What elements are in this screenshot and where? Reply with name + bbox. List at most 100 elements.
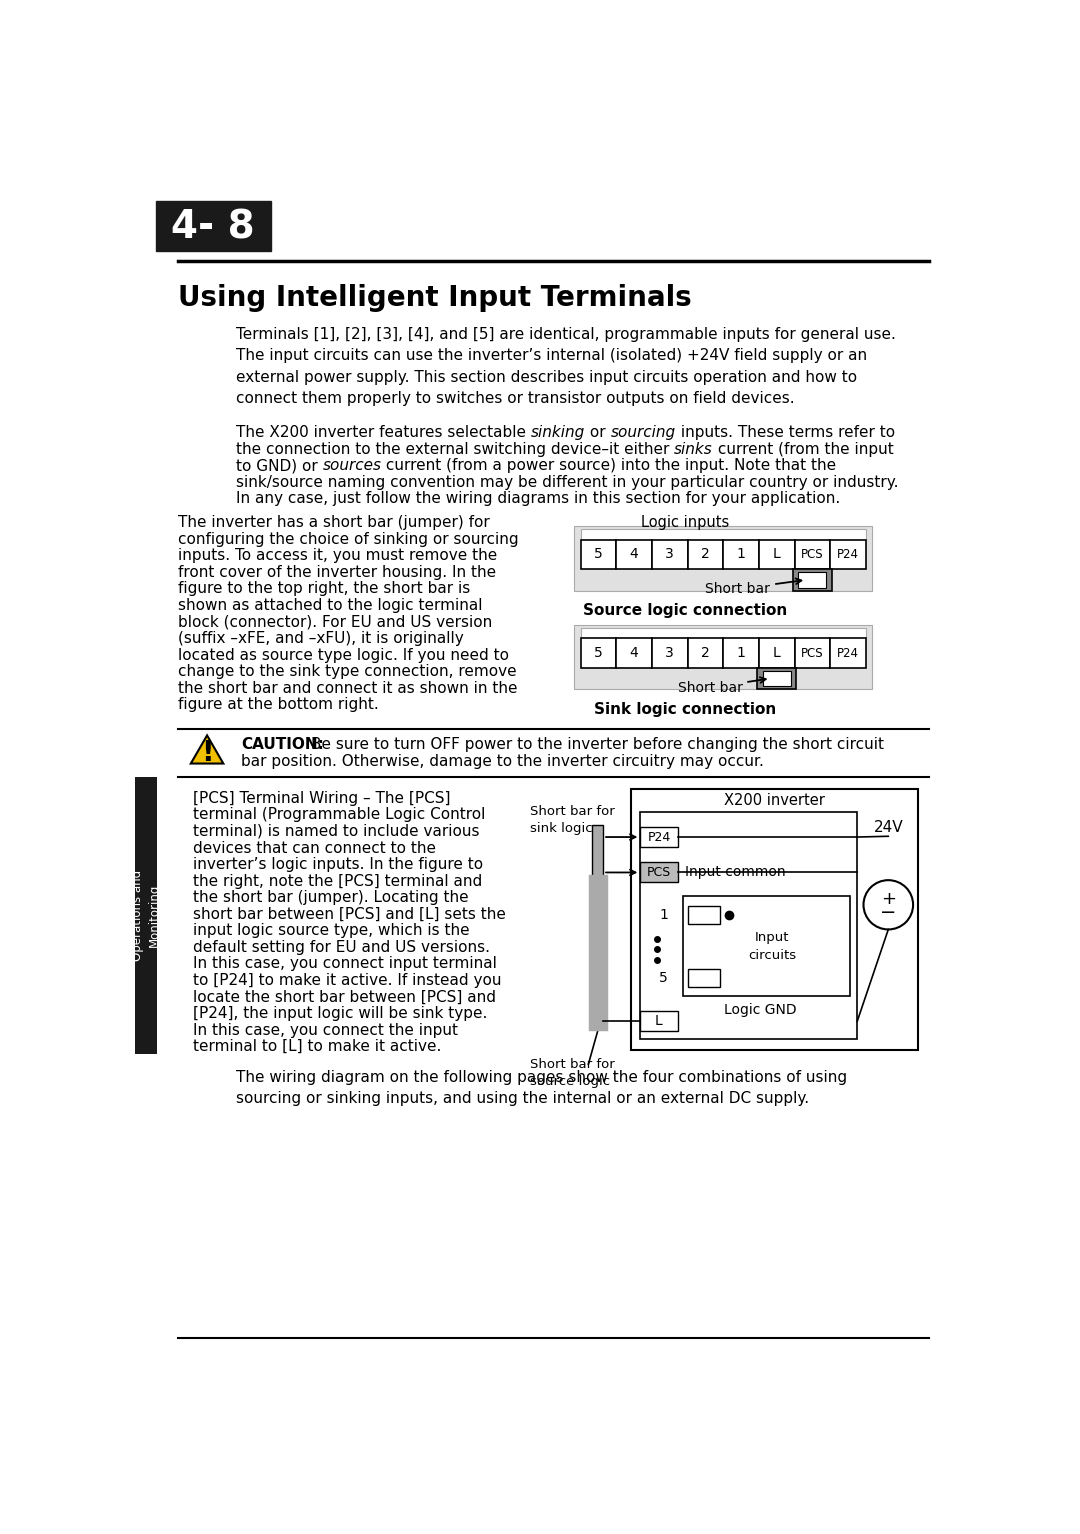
Text: 3: 3 bbox=[665, 548, 674, 561]
Text: 4- 8: 4- 8 bbox=[172, 209, 255, 247]
Text: 3: 3 bbox=[665, 646, 674, 660]
Text: L: L bbox=[773, 646, 781, 660]
Text: shown as attached to the logic terminal: shown as attached to the logic terminal bbox=[177, 598, 482, 614]
Text: Short bar for
source logic: Short bar for source logic bbox=[530, 1058, 615, 1088]
Text: figure at the bottom right.: figure at the bottom right. bbox=[177, 698, 378, 712]
Bar bbox=[683, 896, 850, 997]
Text: Input common: Input common bbox=[685, 865, 786, 879]
Text: The inverter has a short bar (jumper) for: The inverter has a short bar (jumper) fo… bbox=[177, 515, 489, 531]
Text: 5: 5 bbox=[594, 548, 603, 561]
Bar bbox=[581, 627, 866, 638]
Text: Sink logic connection: Sink logic connection bbox=[594, 701, 777, 716]
Text: Operations and
Monitoring: Operations and Monitoring bbox=[131, 870, 161, 962]
Text: to [P24] to make it active. If instead you: to [P24] to make it active. If instead y… bbox=[193, 973, 501, 988]
Text: 24V: 24V bbox=[874, 819, 903, 834]
Text: terminal (Programmable Logic Control: terminal (Programmable Logic Control bbox=[193, 807, 486, 822]
Text: 5: 5 bbox=[659, 971, 667, 985]
Bar bbox=[631, 788, 918, 1051]
Text: to GND) or: to GND) or bbox=[235, 459, 322, 472]
Bar bbox=[759, 638, 795, 667]
Bar bbox=[640, 862, 677, 882]
Text: block (connector). For EU and US version: block (connector). For EU and US version bbox=[177, 615, 491, 629]
Text: Using Intelligent Input Terminals: Using Intelligent Input Terminals bbox=[177, 284, 691, 313]
Bar bbox=[135, 778, 157, 1054]
Text: terminal) is named to include various: terminal) is named to include various bbox=[193, 824, 480, 839]
Text: 1: 1 bbox=[737, 646, 745, 660]
Circle shape bbox=[864, 881, 913, 930]
Text: In any case, just follow the wiring diagrams in this section for your applicatio: In any case, just follow the wiring diag… bbox=[235, 491, 840, 506]
Text: Input
circuits: Input circuits bbox=[748, 931, 797, 962]
Text: inputs. These terms refer to: inputs. These terms refer to bbox=[675, 425, 894, 440]
Text: terminal to [L] to make it active.: terminal to [L] to make it active. bbox=[193, 1039, 442, 1054]
Bar bbox=[156, 201, 271, 252]
Text: In this case, you connect input terminal: In this case, you connect input terminal bbox=[193, 956, 497, 971]
Text: L: L bbox=[656, 1014, 663, 1028]
Bar bbox=[831, 540, 866, 569]
Bar bbox=[640, 1011, 677, 1031]
Polygon shape bbox=[191, 735, 224, 764]
Bar bbox=[798, 572, 826, 588]
Text: 1: 1 bbox=[737, 548, 745, 561]
Text: +: + bbox=[881, 890, 895, 908]
Text: 4: 4 bbox=[630, 646, 638, 660]
Text: inputs. To access it, you must remove the: inputs. To access it, you must remove th… bbox=[177, 548, 497, 563]
Text: [P24], the input logic will be sink type.: [P24], the input logic will be sink type… bbox=[193, 1006, 487, 1022]
Text: −: − bbox=[880, 904, 896, 922]
Bar bbox=[688, 540, 724, 569]
Bar bbox=[617, 540, 652, 569]
Text: The wiring diagram on the following pages show the four combinations of using
so: The wiring diagram on the following page… bbox=[235, 1069, 847, 1106]
Bar bbox=[575, 624, 872, 689]
Bar bbox=[592, 825, 603, 884]
Bar bbox=[688, 638, 724, 667]
Text: 1: 1 bbox=[659, 908, 669, 922]
Text: front cover of the inverter housing. In the: front cover of the inverter housing. In … bbox=[177, 565, 496, 580]
Text: the right, note the [PCS] terminal and: the right, note the [PCS] terminal and bbox=[193, 874, 483, 888]
Text: PCS: PCS bbox=[801, 548, 824, 561]
Bar bbox=[795, 540, 831, 569]
Text: Source logic connection: Source logic connection bbox=[583, 603, 787, 618]
Text: 4: 4 bbox=[630, 548, 638, 561]
Text: locate the short bar between [PCS] and: locate the short bar between [PCS] and bbox=[193, 989, 496, 1005]
Bar bbox=[762, 670, 791, 686]
Bar bbox=[640, 827, 677, 847]
Text: the short bar (jumper). Locating the: the short bar (jumper). Locating the bbox=[193, 890, 469, 905]
Text: PCS: PCS bbox=[801, 646, 824, 660]
Text: The X200 inverter features selectable: The X200 inverter features selectable bbox=[235, 425, 530, 440]
Text: In this case, you connect the input: In this case, you connect the input bbox=[193, 1023, 458, 1037]
Bar bbox=[652, 638, 688, 667]
Bar bbox=[724, 638, 759, 667]
Text: 2: 2 bbox=[701, 646, 710, 660]
Bar bbox=[759, 540, 795, 569]
Text: sinks: sinks bbox=[674, 442, 713, 457]
Text: CAUTION:: CAUTION: bbox=[241, 736, 324, 752]
Text: Short bar for
sink logic: Short bar for sink logic bbox=[530, 805, 615, 836]
Text: Short bar: Short bar bbox=[705, 578, 801, 597]
Text: PCS: PCS bbox=[647, 867, 671, 879]
Bar bbox=[688, 968, 720, 988]
Text: located as source type logic. If you need to: located as source type logic. If you nee… bbox=[177, 647, 509, 663]
Text: (suffix –xFE, and –xFU), it is originally: (suffix –xFE, and –xFU), it is originall… bbox=[177, 630, 463, 646]
Text: Terminals [1], [2], [3], [4], and [5] are identical, programmable inputs for gen: Terminals [1], [2], [3], [4], and [5] ar… bbox=[235, 327, 895, 407]
Text: P24: P24 bbox=[837, 548, 859, 561]
Text: figure to the top right, the short bar is: figure to the top right, the short bar i… bbox=[177, 581, 470, 597]
Text: or: or bbox=[585, 425, 610, 440]
Text: default setting for EU and US versions.: default setting for EU and US versions. bbox=[193, 940, 490, 954]
Bar bbox=[831, 638, 866, 667]
Text: current (from a power source) into the input. Note that the: current (from a power source) into the i… bbox=[381, 459, 837, 472]
Text: sinking: sinking bbox=[530, 425, 585, 440]
Text: current (from the input: current (from the input bbox=[713, 442, 893, 457]
Text: sources: sources bbox=[322, 459, 381, 472]
Text: short bar between [PCS] and [L] sets the: short bar between [PCS] and [L] sets the bbox=[193, 907, 507, 922]
Text: P24: P24 bbox=[647, 830, 671, 844]
Bar bbox=[617, 638, 652, 667]
Text: the short bar and connect it as shown in the: the short bar and connect it as shown in… bbox=[177, 681, 517, 696]
Text: Be sure to turn OFF power to the inverter before changing the short circuit: Be sure to turn OFF power to the inverte… bbox=[311, 736, 883, 752]
Bar bbox=[757, 667, 796, 689]
Text: 2: 2 bbox=[701, 548, 710, 561]
Bar bbox=[795, 638, 831, 667]
Bar bbox=[575, 526, 872, 591]
Text: input logic source type, which is the: input logic source type, which is the bbox=[193, 923, 470, 939]
Bar bbox=[581, 638, 617, 667]
Text: P24: P24 bbox=[837, 646, 859, 660]
Bar bbox=[581, 529, 866, 540]
